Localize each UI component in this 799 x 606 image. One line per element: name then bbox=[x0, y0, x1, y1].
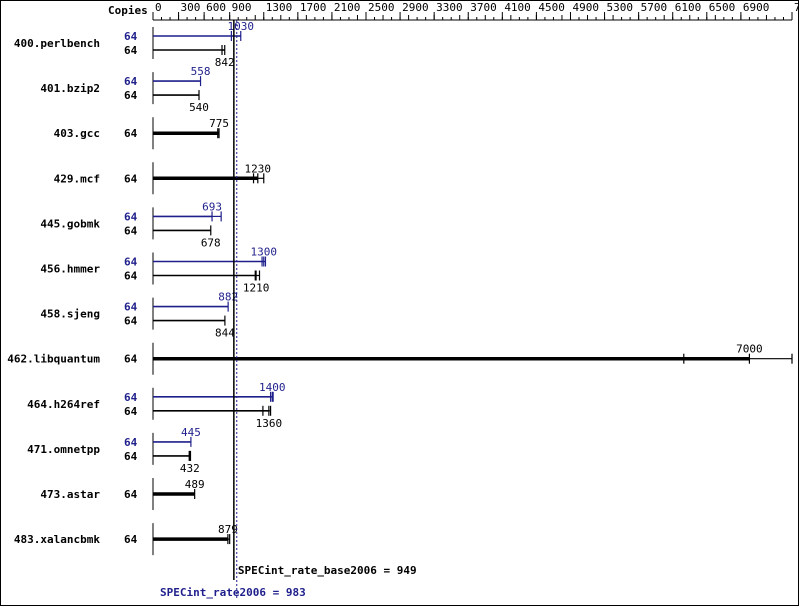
base-copies: 64 bbox=[124, 315, 138, 328]
x-tick-label: 1700 bbox=[300, 1, 327, 14]
x-tick-label: 6900 bbox=[743, 1, 770, 14]
benchmark-row: 483.xalancbmk 64 879 bbox=[14, 523, 238, 556]
x-tick-label: 1300 bbox=[266, 1, 293, 14]
base-copies: 64 bbox=[124, 127, 138, 140]
peak-copies: 64 bbox=[124, 256, 138, 269]
peak-value-label: 558 bbox=[191, 65, 211, 78]
copies-header: Copies bbox=[108, 4, 148, 17]
peak-copies: 64 bbox=[124, 75, 138, 88]
benchmark-name: 471.omnetpp bbox=[27, 443, 100, 456]
base-value-label: 1230 bbox=[245, 162, 272, 175]
base-value-label: 540 bbox=[189, 101, 209, 114]
base-copies: 64 bbox=[124, 44, 138, 57]
benchmark-name: 458.sjeng bbox=[40, 308, 100, 321]
benchmark-name: 429.mcf bbox=[54, 172, 100, 185]
peak-value-label: 693 bbox=[202, 200, 222, 213]
benchmark-row: 403.gcc 64 775 bbox=[54, 117, 229, 150]
x-tick-label: 3700 bbox=[470, 1, 497, 14]
peak-value-label: 445 bbox=[181, 426, 201, 439]
base-copies: 64 bbox=[124, 533, 138, 546]
base-value-label: 432 bbox=[180, 462, 200, 475]
base-summary-label: SPECint_rate_base2006 = 949 bbox=[238, 564, 417, 577]
base-copies: 64 bbox=[124, 405, 138, 418]
benchmark-name: 483.xalancbmk bbox=[14, 533, 100, 546]
peak-copies: 64 bbox=[124, 391, 138, 404]
benchmark-name: 403.gcc bbox=[54, 127, 100, 140]
benchmark-name: 473.astar bbox=[40, 488, 100, 501]
x-tick-label: 0 bbox=[155, 1, 162, 14]
base-value-label: 842 bbox=[215, 56, 235, 69]
peak-value-label: 882 bbox=[218, 291, 238, 304]
base-value-label: 879 bbox=[218, 523, 238, 536]
benchmark-row: 473.astar 64 489 bbox=[40, 478, 205, 510]
base-value-label: 489 bbox=[185, 478, 205, 491]
x-tick-label: 2900 bbox=[402, 1, 429, 14]
benchmark-name: 401.bzip2 bbox=[40, 82, 100, 95]
x-tick-label: 6100 bbox=[675, 1, 702, 14]
x-tick-label: 900 bbox=[232, 1, 252, 14]
peak-copies: 64 bbox=[124, 30, 138, 43]
base-copies: 64 bbox=[124, 224, 138, 237]
base-value-label: 7000 bbox=[736, 343, 763, 356]
base-copies: 64 bbox=[124, 353, 138, 366]
peak-summary-label: SPECint_rate2006 = 983 bbox=[160, 586, 306, 599]
x-tick-label: 4100 bbox=[504, 1, 531, 14]
benchmark-name: 456.hmmer bbox=[40, 263, 100, 276]
benchmark-name: 445.gobmk bbox=[40, 217, 100, 230]
x-tick-label: 4500 bbox=[538, 1, 565, 14]
x-tick-label: 300 bbox=[181, 1, 201, 14]
benchmark-name: 400.perlbench bbox=[14, 37, 100, 50]
base-copies: 64 bbox=[124, 488, 138, 501]
x-tick-label: 5700 bbox=[641, 1, 668, 14]
x-tick-label: 600 bbox=[206, 1, 226, 14]
peak-value-label: 1300 bbox=[251, 246, 278, 259]
base-value-label: 1360 bbox=[256, 417, 283, 430]
benchmark-name: 464.h264ref bbox=[27, 398, 100, 411]
base-copies: 64 bbox=[124, 172, 138, 185]
x-axis: 0 300 600 900 1300 1700 2100 2500 2900 3300 3700 41… bbox=[152, 1, 799, 21]
base-value-label: 678 bbox=[201, 236, 221, 249]
base-copies: 64 bbox=[124, 89, 138, 102]
base-copies: 64 bbox=[124, 270, 138, 283]
peak-value-label: 1030 bbox=[228, 20, 255, 33]
x-tick-label: 6500 bbox=[709, 1, 736, 14]
peak-value-label: 1400 bbox=[259, 381, 286, 394]
benchmark-row: 462.libquantum 64 7000 bbox=[7, 342, 793, 375]
peak-copies: 64 bbox=[124, 210, 138, 223]
benchmark-row: 429.mcf 64 1230 bbox=[54, 162, 272, 195]
base-copies: 64 bbox=[124, 450, 138, 463]
x-tick-label: 7500 bbox=[794, 1, 799, 14]
peak-copies: 64 bbox=[124, 436, 138, 449]
x-tick-label: 5300 bbox=[607, 1, 634, 14]
x-tick-label: 4900 bbox=[572, 1, 599, 14]
benchmark-name: 462.libquantum bbox=[7, 353, 100, 366]
benchmark-rows: 400.perlbench64641030842401.bzip26464558… bbox=[7, 20, 793, 556]
x-tick-label: 2100 bbox=[334, 1, 361, 14]
base-value-label: 775 bbox=[209, 117, 229, 130]
peak-copies: 64 bbox=[124, 301, 138, 314]
x-tick-label: 3300 bbox=[436, 1, 463, 14]
x-tick-label: 2500 bbox=[368, 1, 395, 14]
reference-lines: SPECint_rate_base2006 = 949 SPECint_rate2… bbox=[160, 20, 417, 599]
base-value-label: 844 bbox=[215, 327, 235, 340]
base-value-label: 1210 bbox=[243, 282, 270, 295]
